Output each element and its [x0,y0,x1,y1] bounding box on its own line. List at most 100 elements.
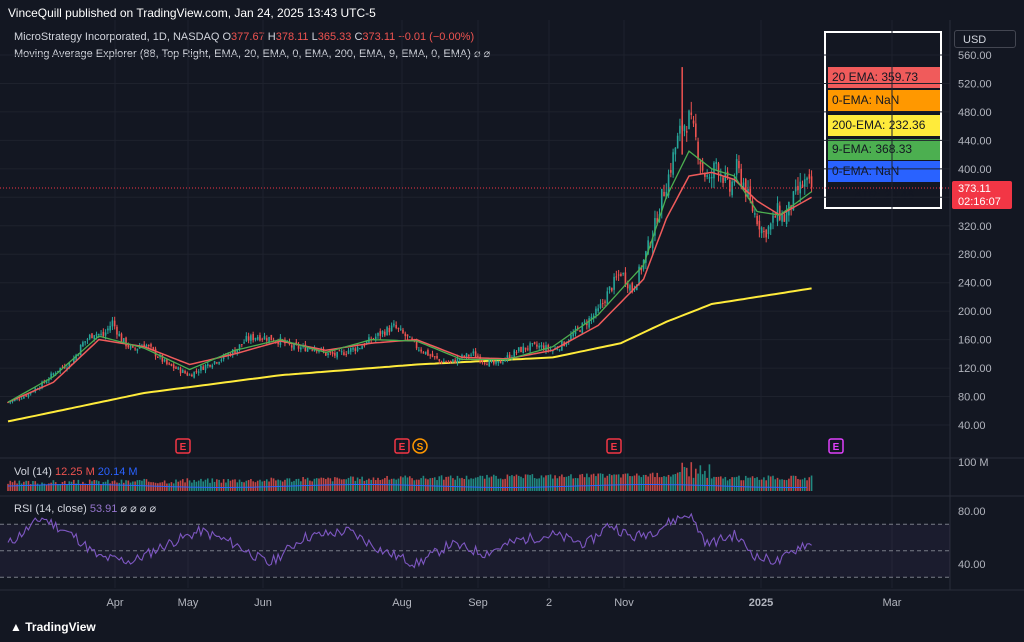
candle-body [163,359,166,362]
ohlc-close-label: C [354,31,363,43]
candle-body [402,329,404,334]
candle-body [472,351,475,354]
candle-body [608,286,611,291]
candle-body [356,347,359,351]
candle-body [415,340,418,349]
candle-body [631,282,634,292]
volume-bar [729,479,731,491]
volume-bar [758,479,761,491]
volume-bar [747,477,749,491]
volume-bar [275,480,277,491]
volume-bar [556,478,559,491]
candle-body [84,341,86,343]
candle-body [304,344,307,352]
volume-bar [284,479,286,491]
volume-bar [63,480,66,491]
candle-body [408,336,411,338]
volume-label[interactable]: Vol [14,466,30,478]
candle-body [504,359,506,362]
candle-body [576,327,579,329]
candle-body [654,217,656,236]
volume-bar [622,474,624,491]
volume-bar [259,479,261,491]
candle-body [50,373,52,379]
volume-bar [222,479,225,491]
volume-bar [690,462,693,491]
candle-body [651,237,654,249]
volume-bar [520,476,522,491]
volume-bar [769,476,772,491]
volume-bar [806,480,808,491]
price-tag-bg [952,180,1012,209]
candle-body [440,361,443,364]
candle-body [806,177,808,181]
candle-body [334,352,336,356]
candle-body [481,359,484,362]
volume-bar [583,477,586,491]
symbol-name[interactable]: MicroStrategy Incorporated, 1D, NASDAQ [14,31,220,43]
volume-bar [186,478,189,491]
volume-bar [349,476,352,491]
candle-body [713,162,715,179]
candle-body [497,360,500,363]
candle-body [277,341,279,345]
volume-bar [129,482,132,491]
tradingview-logo[interactable]: ▲ TradingView [10,620,96,634]
ohlc-low: 365.33 [317,31,352,43]
volume-bar [797,478,799,491]
candle-body [377,332,379,336]
candle-body [808,174,811,179]
volume-bar [629,476,631,491]
rsi-icons[interactable]: ⌀ ⌀ ⌀ ⌀ [120,503,157,515]
volume-bar [779,479,781,491]
volume-bar [379,480,382,491]
candle-body [624,272,627,285]
candle-body [615,276,618,278]
candle-body [740,168,743,186]
candle-body [73,358,75,364]
candle-body [556,349,559,351]
rsi-label[interactable]: RSI [14,503,33,515]
volume-bar [586,473,588,491]
volume-bar [361,476,363,491]
candle-body [91,333,93,339]
volume-bar [213,481,216,491]
volume-bar [785,480,788,491]
candle-body [113,320,116,327]
volume-bar [231,479,234,491]
volume-bar [608,473,611,491]
volume-bar [803,477,806,491]
ohlc-open-label: O [222,31,232,43]
volume-bar [104,481,107,491]
volume-bar [50,482,52,491]
candle-body [706,175,708,177]
volume-bar [363,480,366,491]
candle-body [754,213,756,215]
candle-body [742,182,745,188]
volume-bar [23,481,25,491]
volume-bar [86,484,89,491]
candle-body [522,346,525,354]
candle-body [75,354,77,360]
volume-bar [624,473,627,491]
price-axis: 40.00 80.00 120.00 160.00 200.00 240.00 280.00… [958,50,992,432]
legend-row-atr: ATR: 29.46 [854,188,914,202]
volume-bar [36,483,39,491]
candle-body [483,362,486,364]
currency-button[interactable]: USD [954,30,1016,48]
volume-bar [175,479,177,491]
candle-body [122,338,125,342]
indicator-label[interactable]: Moving Average Explorer (88, Top Right, … [14,48,471,60]
volume-bar [713,476,715,491]
volume-bar [751,476,754,491]
candle-body [717,163,720,175]
candle-body [495,361,497,364]
volume-bar [722,478,724,491]
candle-body [422,352,425,354]
candle-body [517,347,520,352]
volume-bar [563,477,565,491]
volume-bar [388,479,391,491]
time-axis: Apr May Jun Aug Sep 2 Nov 2025 Mar [106,597,901,609]
